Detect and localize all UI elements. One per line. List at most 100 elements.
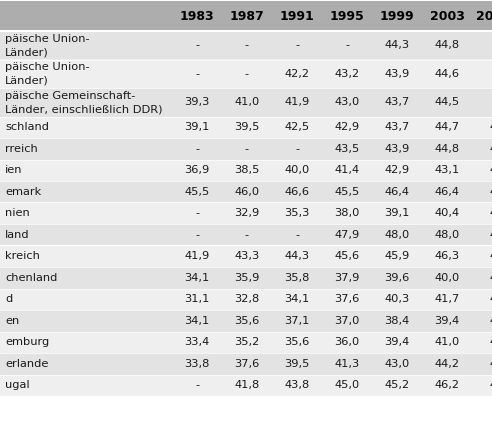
- Bar: [272, 1, 322, 31]
- Text: 45,9: 45,9: [384, 251, 410, 261]
- Bar: [0, 88, 172, 116]
- Bar: [372, 116, 422, 138]
- Bar: [272, 289, 322, 310]
- Text: 39,4: 39,4: [434, 316, 460, 326]
- Bar: [272, 353, 322, 375]
- Text: 34,1: 34,1: [284, 294, 309, 304]
- Text: 47,9: 47,9: [335, 230, 360, 240]
- Bar: [372, 246, 422, 267]
- Text: 36,9: 36,9: [184, 165, 210, 175]
- Bar: [272, 224, 322, 246]
- Text: Länder, einschließlich DDR): Länder, einschließlich DDR): [5, 104, 162, 115]
- Text: -: -: [195, 144, 199, 154]
- Text: 4: 4: [490, 294, 492, 304]
- Bar: [322, 181, 372, 203]
- Bar: [472, 160, 492, 181]
- Bar: [222, 289, 272, 310]
- Bar: [322, 1, 372, 31]
- Text: 41,4: 41,4: [335, 165, 360, 175]
- Text: 34,1: 34,1: [184, 273, 210, 283]
- Bar: [372, 138, 422, 160]
- Bar: [222, 353, 272, 375]
- Text: 1995: 1995: [330, 10, 365, 23]
- Bar: [372, 181, 422, 203]
- Text: 43,7: 43,7: [384, 122, 410, 132]
- Bar: [422, 224, 472, 246]
- Text: 4: 4: [490, 316, 492, 326]
- Bar: [0, 267, 172, 289]
- Text: 44,2: 44,2: [434, 359, 460, 369]
- Bar: [172, 246, 222, 267]
- Bar: [0, 246, 172, 267]
- Text: 44,7: 44,7: [434, 122, 460, 132]
- Bar: [222, 160, 272, 181]
- Bar: [0, 1, 172, 31]
- Text: 46,3: 46,3: [434, 251, 460, 261]
- Text: 32,8: 32,8: [234, 294, 260, 304]
- Text: 39,6: 39,6: [384, 273, 410, 283]
- Bar: [222, 116, 272, 138]
- Bar: [472, 181, 492, 203]
- Text: 43,3: 43,3: [234, 251, 260, 261]
- Bar: [372, 289, 422, 310]
- Bar: [472, 88, 492, 116]
- Bar: [422, 332, 472, 353]
- Text: päische Gemeinschaft-: päische Gemeinschaft-: [5, 91, 135, 101]
- Text: Länder): Länder): [5, 76, 49, 86]
- Bar: [172, 116, 222, 138]
- Bar: [472, 116, 492, 138]
- Text: 44,8: 44,8: [434, 144, 460, 154]
- Text: 42,2: 42,2: [284, 69, 309, 79]
- Text: ien: ien: [5, 165, 23, 175]
- Bar: [172, 59, 222, 88]
- Bar: [0, 181, 172, 203]
- Bar: [472, 246, 492, 267]
- Text: 32,9: 32,9: [234, 208, 260, 218]
- Text: 37,1: 37,1: [284, 316, 309, 326]
- Text: 39,1: 39,1: [184, 122, 210, 132]
- Text: -: -: [295, 230, 299, 240]
- Text: ugal: ugal: [5, 380, 30, 390]
- Bar: [222, 59, 272, 88]
- Bar: [322, 375, 372, 396]
- Bar: [322, 332, 372, 353]
- Text: 4: 4: [490, 208, 492, 218]
- Bar: [472, 289, 492, 310]
- Text: 4: 4: [490, 337, 492, 347]
- Text: 40,0: 40,0: [434, 273, 460, 283]
- Bar: [422, 181, 472, 203]
- Text: 4: 4: [490, 251, 492, 261]
- Text: nien: nien: [5, 208, 30, 218]
- Bar: [472, 1, 492, 31]
- Bar: [0, 160, 172, 181]
- Text: 43,8: 43,8: [284, 380, 309, 390]
- Bar: [272, 246, 322, 267]
- Text: schland: schland: [5, 122, 49, 132]
- Bar: [222, 31, 272, 59]
- Text: 48,0: 48,0: [384, 230, 410, 240]
- Bar: [272, 88, 322, 116]
- Bar: [372, 31, 422, 59]
- Bar: [322, 224, 372, 246]
- Bar: [472, 267, 492, 289]
- Text: 35,8: 35,8: [284, 273, 309, 283]
- Text: land: land: [5, 230, 30, 240]
- Text: 38,4: 38,4: [384, 316, 410, 326]
- Bar: [322, 353, 372, 375]
- Text: 4: 4: [490, 165, 492, 175]
- Text: 43,1: 43,1: [434, 165, 460, 175]
- Text: 1987: 1987: [230, 10, 264, 23]
- Bar: [172, 31, 222, 59]
- Bar: [322, 246, 372, 267]
- Bar: [272, 267, 322, 289]
- Text: -: -: [195, 40, 199, 50]
- Bar: [172, 353, 222, 375]
- Text: -: -: [195, 208, 199, 218]
- Bar: [372, 1, 422, 31]
- Text: 39,1: 39,1: [384, 208, 410, 218]
- Text: 42,5: 42,5: [284, 122, 309, 132]
- Bar: [422, 160, 472, 181]
- Bar: [0, 59, 172, 88]
- Bar: [222, 246, 272, 267]
- Bar: [172, 224, 222, 246]
